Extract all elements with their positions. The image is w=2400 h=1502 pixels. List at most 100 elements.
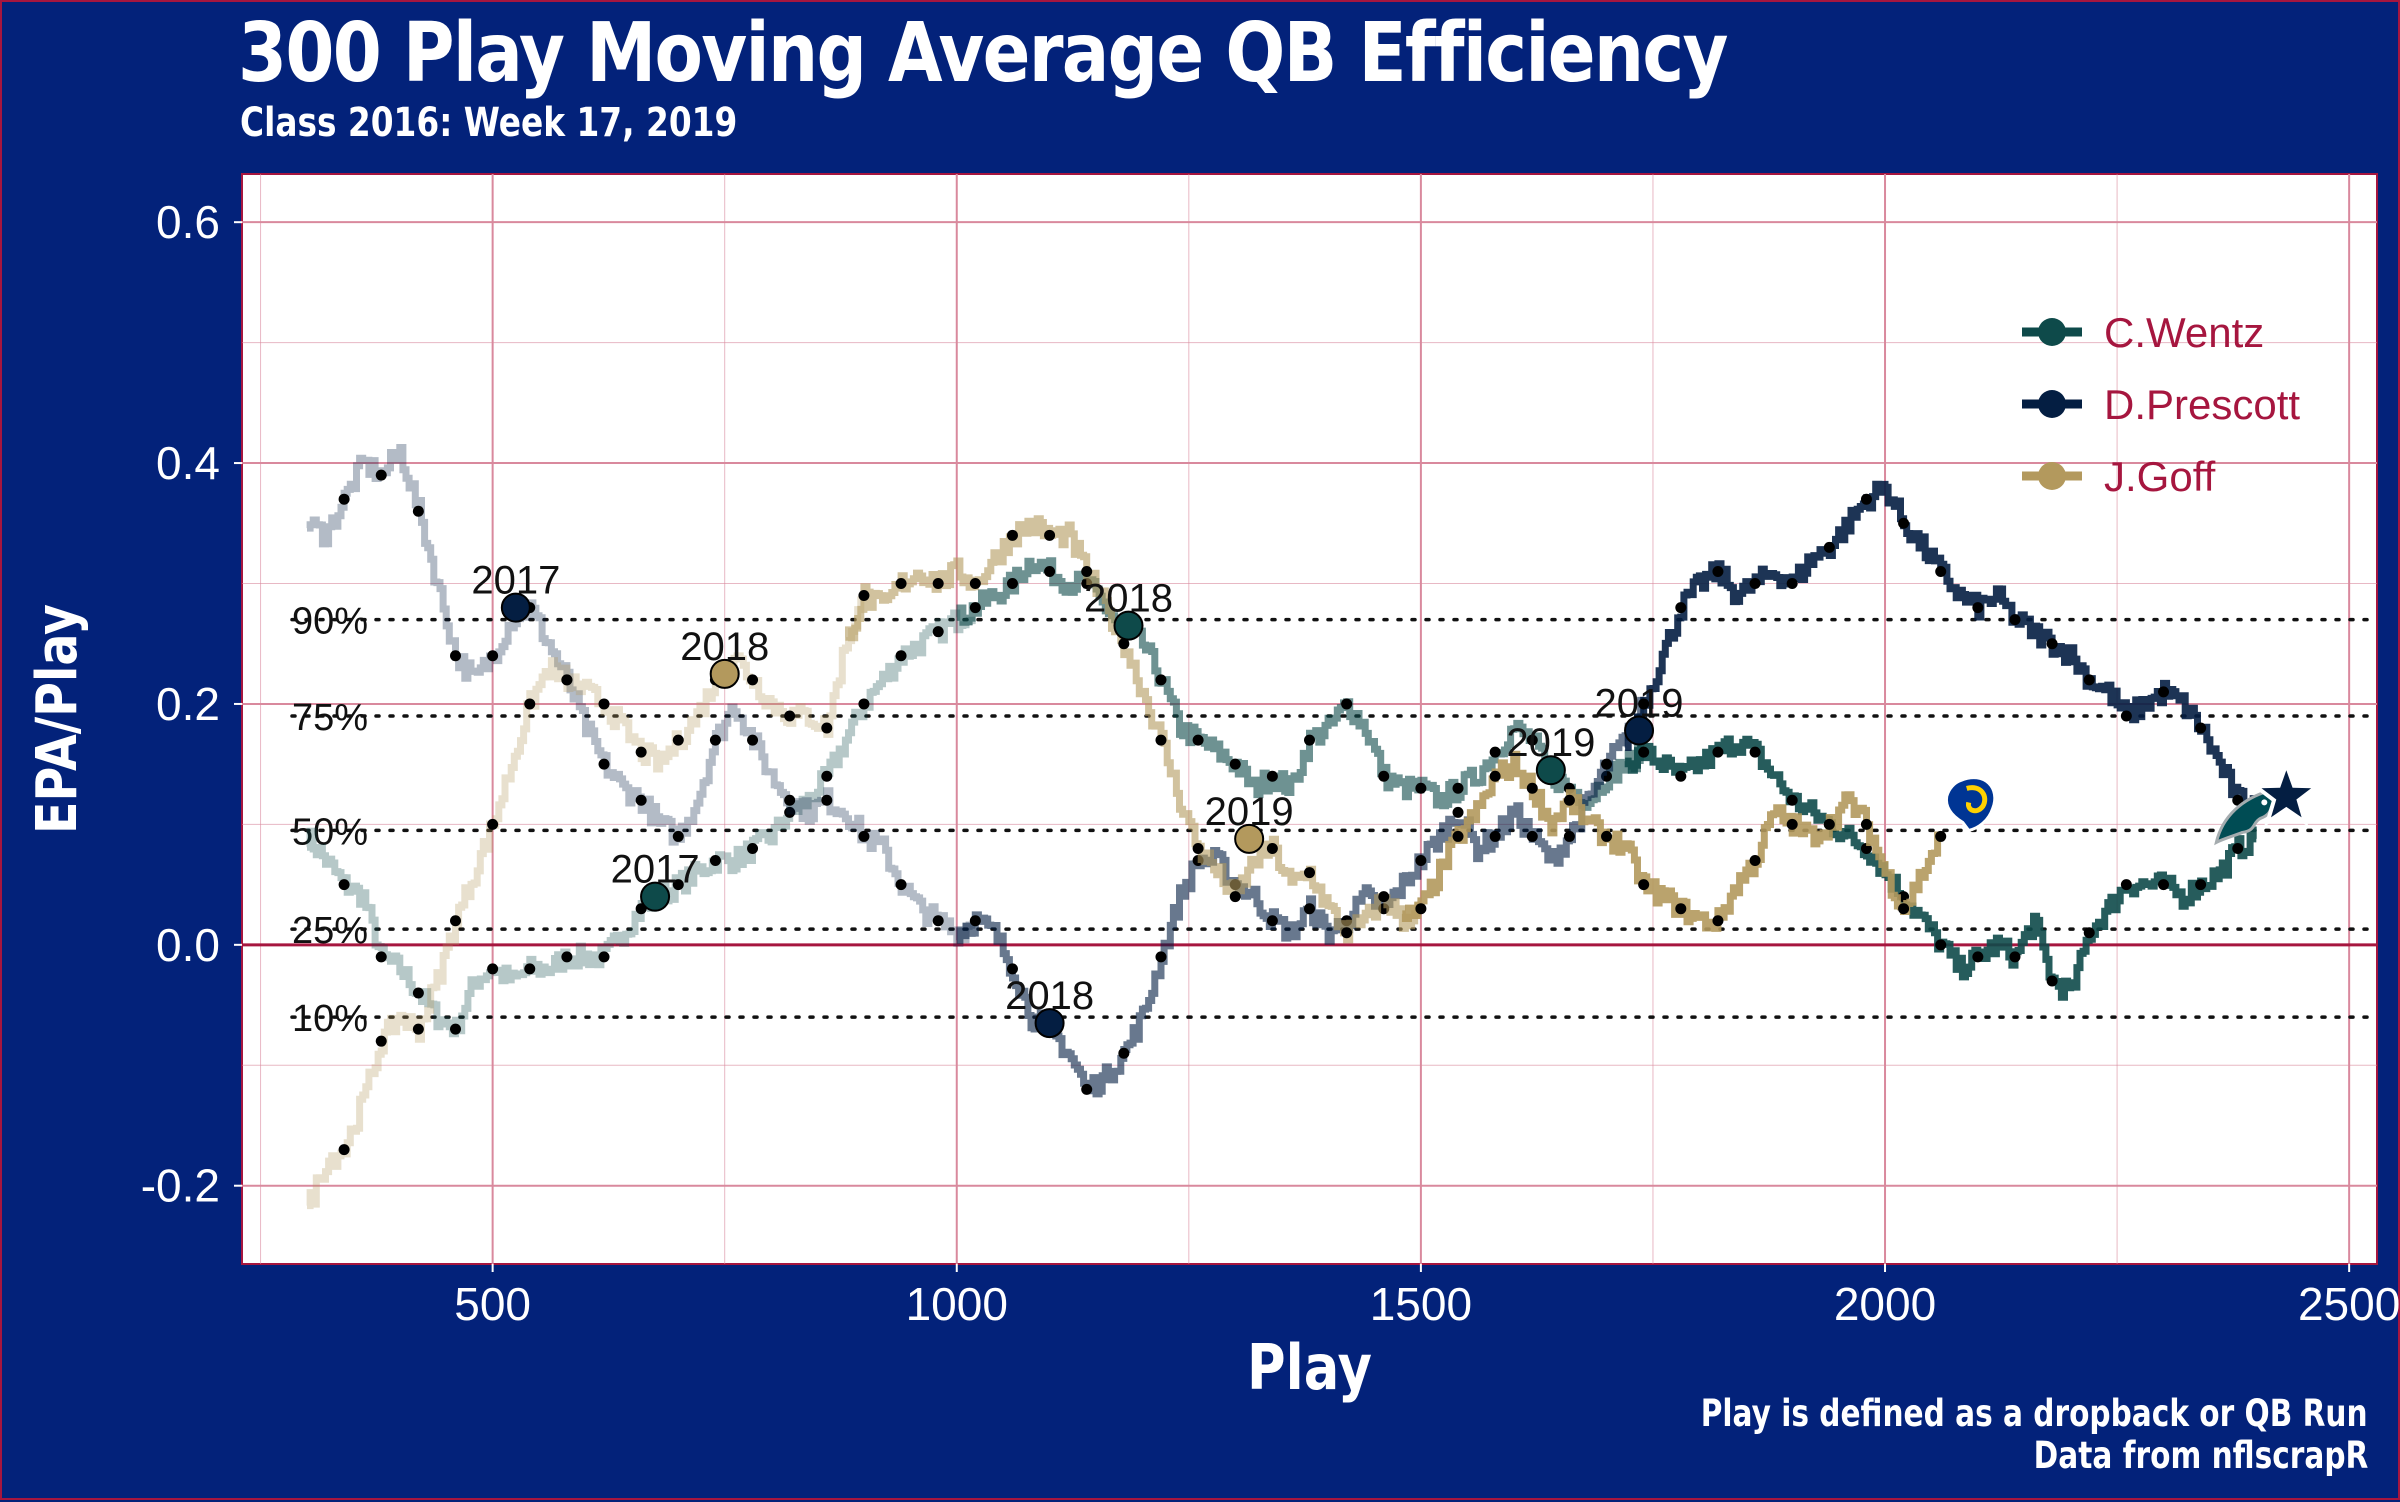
series-line-segment <box>1401 750 1942 932</box>
sample-point <box>1229 891 1241 903</box>
sample-point <box>895 879 907 891</box>
sample-point <box>1415 782 1427 794</box>
season-label: 2019 <box>1595 681 1684 725</box>
series-line-segment <box>1624 480 2257 809</box>
ram-head-icon <box>1944 776 1997 833</box>
sample-point <box>858 590 870 602</box>
sample-point <box>598 951 610 963</box>
y-tick-label: 0.4 <box>156 437 220 489</box>
sample-point <box>1526 734 1538 746</box>
sample-point <box>2120 879 2132 891</box>
sample-point <box>1972 602 1984 614</box>
sample-point <box>2195 722 2207 734</box>
season-marker <box>640 881 671 912</box>
sample-point <box>2120 710 2132 722</box>
sample-point <box>1823 541 1835 553</box>
sample-point <box>1378 891 1390 903</box>
sample-point <box>1044 529 1056 541</box>
season-label: 2018 <box>680 625 769 669</box>
sample-point <box>2009 614 2021 626</box>
season-marker <box>1234 823 1265 854</box>
legend-marker <box>2038 390 2066 418</box>
season-label: 2019 <box>1506 721 1595 765</box>
sample-point <box>1155 674 1167 686</box>
sample-point <box>2046 638 2058 650</box>
series-line-segment <box>845 515 1422 944</box>
sample-point <box>672 734 684 746</box>
sample-point <box>1415 903 1427 915</box>
percentile-label: 75% <box>292 697 368 739</box>
sample-point <box>1601 830 1613 842</box>
season-label: 2017 <box>471 559 560 603</box>
sample-point <box>2009 951 2021 963</box>
sample-point <box>1601 758 1613 770</box>
legend-label: C.Wentz <box>2104 309 2264 356</box>
season-marker <box>500 592 531 623</box>
sample-point <box>2158 879 2169 891</box>
star-icon <box>2250 758 2323 828</box>
sample-point <box>338 879 350 891</box>
sample-point <box>412 505 424 517</box>
sample-point <box>450 1023 461 1035</box>
sample-point <box>1304 903 1315 915</box>
sample-point <box>1563 830 1575 842</box>
season-label: 2019 <box>1205 790 1294 834</box>
percentile-label: 90% <box>292 601 368 643</box>
legend-label: J.Goff <box>2104 453 2216 500</box>
sample-point <box>1452 830 1464 842</box>
season-label: 2018 <box>1005 974 1094 1018</box>
season-marker <box>1624 715 1655 746</box>
season-label: 2018 <box>1084 577 1173 621</box>
sample-point <box>672 830 684 842</box>
legend-marker <box>2038 462 2066 490</box>
season-marker <box>1113 610 1144 641</box>
x-tick-label: 1500 <box>1370 1278 1472 1330</box>
sample-point <box>1192 734 1204 746</box>
x-tick-label: 1000 <box>906 1278 1008 1330</box>
sample-point <box>1155 951 1167 963</box>
sample-point <box>858 830 870 842</box>
sample-point <box>1526 782 1538 794</box>
sample-point <box>375 1035 387 1047</box>
sample-point <box>1452 806 1464 818</box>
sample-point <box>1118 1047 1130 1059</box>
sample-point <box>1415 855 1427 867</box>
sample-point <box>487 818 499 830</box>
sample-point <box>2083 927 2095 939</box>
sample-point <box>375 951 387 963</box>
season-label: 2017 <box>611 848 700 892</box>
sample-point <box>1712 915 1724 927</box>
sample-point <box>969 578 981 590</box>
x-tick-label: 500 <box>454 1278 531 1330</box>
sample-point <box>1081 565 1093 577</box>
sample-point <box>1675 602 1687 614</box>
sample-point <box>1341 698 1353 710</box>
sample-point <box>524 963 536 975</box>
sample-point <box>338 1144 350 1156</box>
series-line-segment <box>306 596 865 1210</box>
sample-point <box>821 770 833 782</box>
sample-point <box>450 650 461 662</box>
sample-point <box>821 722 833 734</box>
sample-point <box>932 626 944 638</box>
sample-point <box>1489 746 1501 758</box>
sample-point <box>2083 674 2095 686</box>
sample-point <box>1675 770 1687 782</box>
sample-point <box>1155 734 1167 746</box>
sample-point <box>747 674 759 686</box>
caption-line-1: Play is defined as a dropback or QB Run <box>1701 1392 2368 1435</box>
season-marker <box>1535 755 1566 786</box>
legend-marker <box>2038 318 2066 346</box>
percentile-label: 10% <box>292 998 368 1040</box>
sample-point <box>1489 830 1501 842</box>
sample-point <box>635 746 647 758</box>
sample-point <box>747 842 759 854</box>
plot-panel <box>241 173 2378 1265</box>
y-axis-title: EPA/Play <box>25 604 90 834</box>
percentile-label: 50% <box>292 811 368 853</box>
sample-point <box>858 698 870 710</box>
sample-point <box>672 879 684 891</box>
sample-point <box>1898 517 1910 529</box>
sample-point <box>1749 855 1761 867</box>
sample-point <box>2046 975 2058 987</box>
